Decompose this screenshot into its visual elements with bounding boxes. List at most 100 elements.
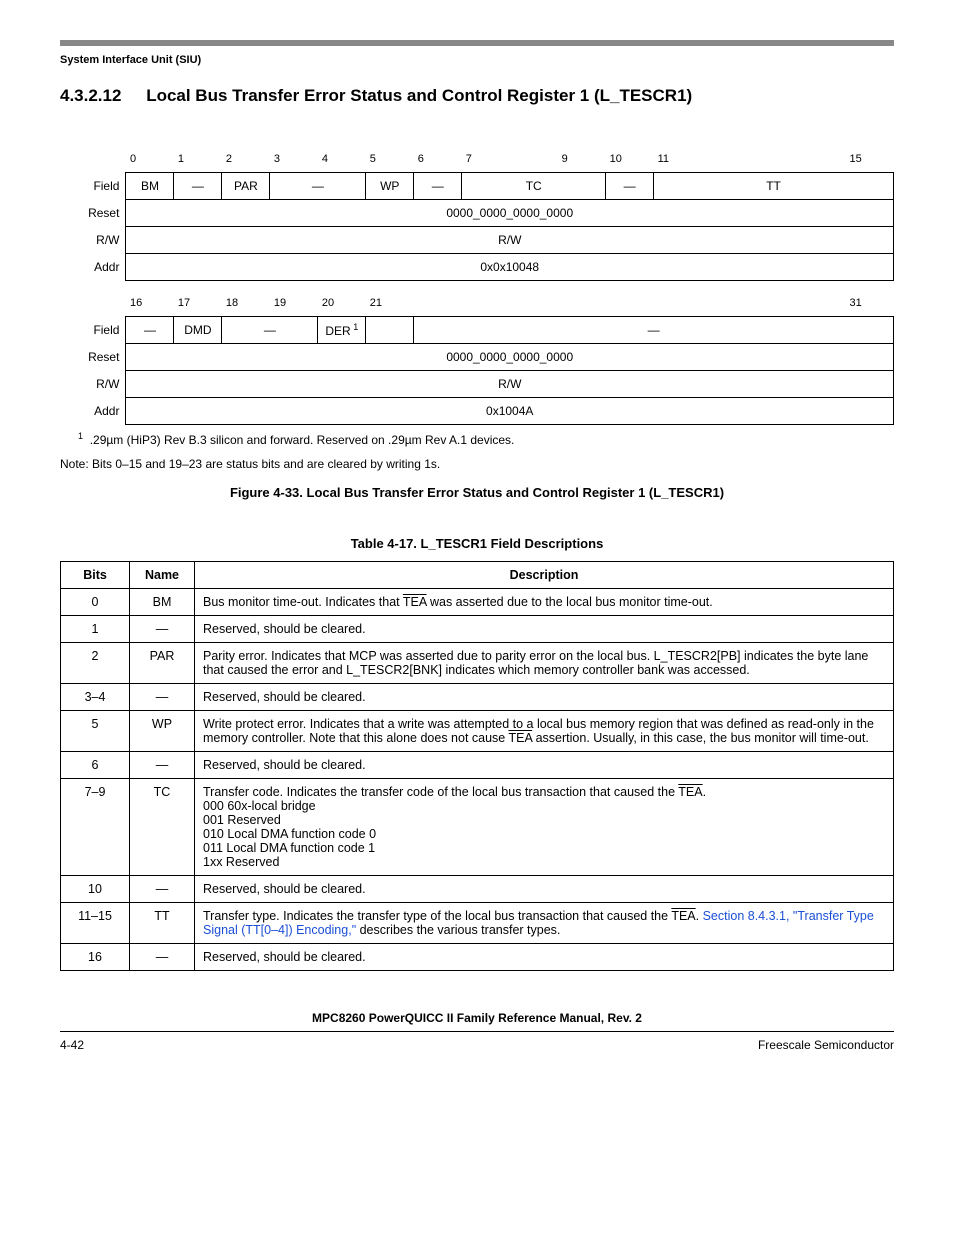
footnote-text: .29µm (HiP3) Rev B.3 silicon and forward…	[90, 433, 515, 447]
bit-number	[510, 146, 558, 172]
footnote: 1 .29µm (HiP3) Rev B.3 silicon and forwa…	[78, 431, 894, 447]
overline-signal: TEA	[509, 731, 533, 745]
reset-value: 0000_0000_0000_0000	[126, 199, 894, 226]
cell-bits: 5	[61, 711, 130, 752]
cell-bits: 2	[61, 643, 130, 684]
reset-row: Reset0000_0000_0000_0000	[60, 344, 894, 371]
register-field: TT	[654, 172, 894, 199]
bit-number: 10	[606, 146, 654, 172]
register-field: TC	[462, 172, 606, 199]
cell-description: Bus monitor time-out. Indicates that TEA…	[195, 589, 894, 616]
col-name: Name	[130, 562, 195, 589]
footer-rule	[60, 1031, 894, 1032]
cell-name: WP	[130, 711, 195, 752]
rw-row: R/WR/W	[60, 371, 894, 398]
overline-signal: TEA	[671, 909, 695, 923]
cell-name: —	[130, 684, 195, 711]
register-diagram-upper: 012345679101115 FieldBM—PAR—WP—TC—TT Res…	[60, 146, 894, 281]
cell-name: BM	[130, 589, 195, 616]
table-row: 2PARParity error. Indicates that MCP was…	[61, 643, 894, 684]
bit-number	[510, 291, 558, 317]
addr-row: Addr0x0x10048	[60, 253, 894, 280]
section-heading: Local Bus Transfer Error Status and Cont…	[146, 86, 692, 105]
table-row: 5WPWrite protect error. Indicates that a…	[61, 711, 894, 752]
cell-description: Transfer type. Indicates the transfer ty…	[195, 903, 894, 944]
table-caption: Table 4-17. L_TESCR1 Field Descriptions	[60, 536, 894, 551]
addr-value: 0x0x10048	[126, 253, 894, 280]
register-field: DMD	[174, 317, 222, 344]
cell-name: TT	[130, 903, 195, 944]
page-number: 4-42	[60, 1038, 84, 1052]
bit-number: 21	[366, 291, 414, 317]
cell-name: —	[130, 876, 195, 903]
bit-number: 31	[845, 291, 893, 317]
note: Note: Bits 0–15 and 19–23 are status bit…	[60, 457, 894, 471]
cell-bits: 0	[61, 589, 130, 616]
bit-number: 0	[126, 146, 174, 172]
bit-number	[414, 291, 462, 317]
register-field: PAR	[222, 172, 270, 199]
bit-number: 5	[366, 146, 414, 172]
register-field: —	[414, 317, 894, 344]
cell-description: Reserved, should be cleared.	[195, 752, 894, 779]
page: System Interface Unit (SIU) 4.3.2.12 Loc…	[0, 0, 954, 1072]
cell-name: —	[130, 752, 195, 779]
register-field: —	[174, 172, 222, 199]
field-row: FieldBM—PAR—WP—TC—TT	[60, 172, 894, 199]
table-row: 7–9TCTransfer code. Indicates the transf…	[61, 779, 894, 876]
bit-number: 2	[222, 146, 270, 172]
overline-signal: TEA	[678, 785, 702, 799]
bit-number: 20	[318, 291, 366, 317]
cross-reference-link[interactable]: Section 8.4.3.1, "Transfer Type Signal (…	[203, 909, 874, 937]
rw-value: R/W	[126, 371, 894, 398]
cell-name: —	[130, 616, 195, 643]
bit-number: 11	[654, 146, 702, 172]
bit-number	[702, 146, 750, 172]
bit-number	[798, 146, 846, 172]
cell-bits: 3–4	[61, 684, 130, 711]
bit-number	[606, 291, 654, 317]
reset-value: 0000_0000_0000_0000	[126, 344, 894, 371]
register-field: WP	[366, 172, 414, 199]
bit-number: 9	[558, 146, 606, 172]
section-number: 4.3.2.12	[60, 86, 121, 106]
reset-row: Reset0000_0000_0000_0000	[60, 199, 894, 226]
cell-description: Reserved, should be cleared.	[195, 944, 894, 971]
register-field: BM	[126, 172, 174, 199]
footnote-number: 1	[78, 431, 83, 441]
bit-number: 1	[174, 146, 222, 172]
cell-bits: 1	[61, 616, 130, 643]
bit-number: 7	[462, 146, 510, 172]
section-title: 4.3.2.12 Local Bus Transfer Error Status…	[60, 86, 894, 106]
addr-row: Addr0x1004A	[60, 398, 894, 425]
bit-number	[798, 291, 846, 317]
rw-row: R/WR/W	[60, 226, 894, 253]
cell-bits: 7–9	[61, 779, 130, 876]
cell-name: TC	[130, 779, 195, 876]
table-row: 11–15TTTransfer type. Indicates the tran…	[61, 903, 894, 944]
bit-number: 3	[270, 146, 318, 172]
bit-number	[462, 291, 510, 317]
bit-number	[750, 291, 798, 317]
table-row: 0BMBus monitor time-out. Indicates that …	[61, 589, 894, 616]
table-row: 3–4—Reserved, should be cleared.	[61, 684, 894, 711]
cell-bits: 6	[61, 752, 130, 779]
footer-row: 4-42 Freescale Semiconductor	[60, 1038, 894, 1052]
cell-description: Transfer code. Indicates the transfer co…	[195, 779, 894, 876]
bit-number	[654, 291, 702, 317]
addr-value: 0x1004A	[126, 398, 894, 425]
register-field: —	[414, 172, 462, 199]
col-bits: Bits	[61, 562, 130, 589]
register-field: —	[126, 317, 174, 344]
table-row: 6—Reserved, should be cleared.	[61, 752, 894, 779]
field-description-table: Bits Name Description 0BMBus monitor tim…	[60, 561, 894, 971]
company-name: Freescale Semiconductor	[758, 1038, 894, 1052]
register-field: —	[222, 317, 318, 344]
table-header-row: Bits Name Description	[61, 562, 894, 589]
cell-bits: 10	[61, 876, 130, 903]
cell-description: Reserved, should be cleared.	[195, 616, 894, 643]
cell-description: Write protect error. Indicates that a wr…	[195, 711, 894, 752]
cell-bits: 11–15	[61, 903, 130, 944]
cell-name: PAR	[130, 643, 195, 684]
table-row: 16—Reserved, should be cleared.	[61, 944, 894, 971]
